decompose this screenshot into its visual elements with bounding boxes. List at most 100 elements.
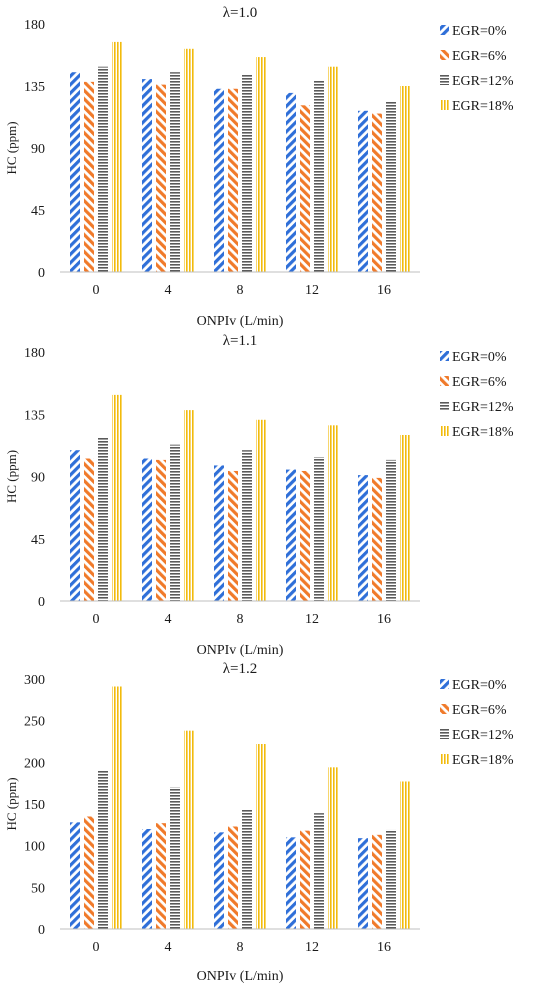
y-tick-label: 135	[24, 408, 45, 423]
legend-label: EGR=12%	[452, 74, 514, 89]
bar-egr-18--0	[112, 686, 122, 929]
bar-egr-0--0	[70, 72, 80, 272]
bar-egr-18--12	[328, 425, 338, 601]
x-tick-label: 8	[237, 283, 244, 298]
bar-egr-12--4	[170, 444, 180, 601]
x-tick-label: 8	[237, 940, 244, 955]
bar-egr-6--0	[84, 81, 94, 272]
legend-swatch	[440, 75, 449, 85]
legend-label: EGR=6%	[452, 49, 507, 64]
x-axis-label: ONPIv (L/min)	[197, 969, 284, 984]
bar-egr-18--4	[184, 48, 194, 272]
chart-title: λ=1.2	[223, 661, 257, 677]
legend-swatch	[440, 351, 449, 361]
bar-egr-18--12	[328, 66, 338, 272]
x-tick-label: 8	[237, 612, 244, 627]
x-tick-label: 0	[93, 612, 100, 627]
bar-egr-0--4	[142, 829, 152, 929]
legend-swatch	[440, 25, 449, 35]
y-tick-label: 135	[24, 80, 45, 95]
legend-swatch	[440, 426, 449, 436]
bar-egr-0--16	[358, 838, 368, 929]
y-tick-label: 45	[31, 533, 45, 548]
y-tick-label: 150	[24, 798, 45, 813]
bar-egr-18--4	[184, 410, 194, 601]
x-axis-label: ONPIv (L/min)	[197, 643, 284, 658]
x-tick-label: 4	[165, 940, 172, 955]
chart-panel-1: λ=1.0 HC (ppm) 0 45 90 135 180 0 4 8 12 16 ONPIv (L/…	[4, 5, 514, 329]
bar-egr-6--16	[372, 477, 382, 601]
legend-label: EGR=12%	[452, 728, 514, 743]
x-tick-label: 12	[305, 283, 319, 298]
legend-swatch	[440, 50, 449, 60]
legend-swatch	[440, 679, 449, 689]
bar-egr-18--16	[400, 435, 410, 601]
y-tick-label: 90	[31, 471, 45, 486]
bar-egr-18--4	[184, 730, 194, 929]
bar-egr-12--12	[314, 80, 324, 272]
bar-egr-0--0	[70, 822, 80, 929]
bar-egr-0--8	[214, 832, 224, 929]
y-tick-label: 300	[24, 673, 45, 688]
bar-egr-18--0	[112, 41, 122, 273]
y-tick-label: 180	[24, 346, 45, 361]
bar-egr-12--0	[98, 66, 108, 272]
bar-egr-0--12	[286, 837, 296, 929]
bar-egr-12--16	[386, 459, 396, 601]
y-tick-label: 0	[38, 266, 45, 281]
bar-egr-12--8	[242, 74, 252, 272]
bar-egr-12--8	[242, 809, 252, 929]
legend-label: EGR=6%	[452, 703, 507, 718]
chart-title: λ=1.0	[223, 5, 257, 21]
y-tick-label: 90	[31, 142, 45, 157]
bar-egr-6--4	[156, 459, 166, 601]
bar-egr-18--8	[256, 744, 266, 929]
y-tick-label: 180	[24, 18, 45, 33]
legend-swatch	[440, 100, 449, 110]
chart-title: λ=1.1	[223, 333, 257, 349]
bar-egr-0--0	[70, 450, 80, 601]
legend-label: EGR=0%	[452, 678, 507, 693]
bar-egr-12--16	[386, 829, 396, 929]
bar-egr-12--12	[314, 457, 324, 601]
y-tick-label: 100	[24, 840, 45, 855]
bar-egr-12--12	[314, 813, 324, 929]
bar-egr-0--16	[358, 475, 368, 601]
bar-egr-0--4	[142, 79, 152, 272]
x-tick-label: 16	[377, 612, 391, 627]
bar-egr-6--8	[228, 88, 238, 272]
bar-egr-0--12	[286, 469, 296, 601]
y-tick-label: 200	[24, 756, 45, 771]
bar-egr-0--8	[214, 465, 224, 601]
bar-egr-18--8	[256, 419, 266, 601]
bar-egr-6--12	[300, 470, 310, 601]
bar-egr-6--4	[156, 84, 166, 272]
x-tick-label: 12	[305, 940, 319, 955]
bar-egr-12--4	[170, 72, 180, 272]
x-tick-label: 16	[377, 283, 391, 298]
bar-egr-6--12	[300, 830, 310, 929]
x-axis-label: ONPIv (L/min)	[197, 314, 284, 329]
bar-egr-18--8	[256, 57, 266, 272]
bar-egr-18--16	[400, 781, 410, 929]
bar-egr-6--8	[228, 470, 238, 601]
y-axis-label: HC (ppm)	[4, 121, 19, 174]
legend-label: EGR=12%	[452, 400, 514, 415]
y-tick-label: 0	[38, 595, 45, 610]
bar-egr-12--4	[170, 787, 180, 929]
bar-egr-6--12	[300, 105, 310, 273]
legend-swatch	[440, 401, 449, 411]
x-tick-label: 4	[165, 612, 172, 627]
legend-label: EGR=0%	[452, 24, 507, 39]
chart-panel-3: λ=1.2 HC (ppm) 0 50 100 150 200 250 300 0 4 8 12 16 ON…	[4, 661, 514, 984]
legend-swatch	[440, 704, 449, 714]
bar-egr-0--16	[358, 110, 368, 272]
bar-egr-18--0	[112, 394, 122, 601]
bar-egr-0--12	[286, 92, 296, 272]
bar-egr-0--8	[214, 88, 224, 272]
bar-egr-6--16	[372, 113, 382, 272]
x-tick-label: 16	[377, 940, 391, 955]
y-tick-label: 45	[31, 204, 45, 219]
y-tick-label: 0	[38, 923, 45, 938]
